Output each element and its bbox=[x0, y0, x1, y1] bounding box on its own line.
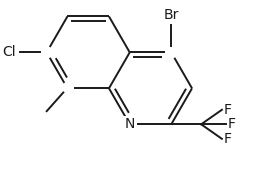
Text: F: F bbox=[224, 103, 232, 117]
Text: N: N bbox=[125, 117, 135, 131]
Text: F: F bbox=[228, 117, 236, 131]
Text: F: F bbox=[224, 132, 232, 146]
Text: Cl: Cl bbox=[3, 45, 16, 59]
Text: Br: Br bbox=[164, 8, 179, 22]
